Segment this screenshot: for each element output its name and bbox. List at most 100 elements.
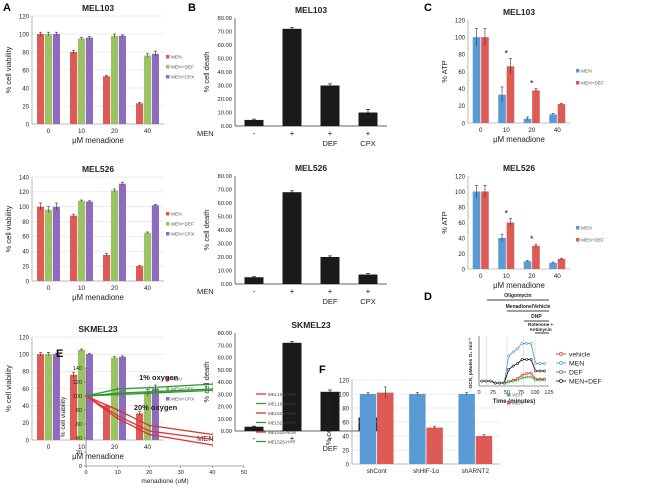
y-tick-label: 20 <box>342 448 349 454</box>
bar <box>358 112 378 126</box>
data-point <box>529 358 533 361</box>
y-tick-label: 120 <box>19 335 30 341</box>
y-tick-label: 70.00 <box>217 343 232 349</box>
y-tick-label: 80 <box>22 220 29 226</box>
y-tick-label: 60.00 <box>217 356 232 362</box>
y-tick-label: 20.00 <box>217 405 232 411</box>
y-tick-label: 60 <box>458 70 465 76</box>
bar <box>151 388 159 440</box>
y-tick-label: 60 <box>458 221 465 227</box>
x-tick-label: 10 <box>503 127 511 134</box>
bar <box>118 183 126 281</box>
bar <box>70 52 78 124</box>
x-tick-label: shHIF-1α <box>413 468 439 475</box>
chart-title: MEL103 <box>503 7 535 17</box>
bar <box>118 35 126 124</box>
bar <box>52 34 60 124</box>
y-tick-label: 80 <box>458 53 465 59</box>
data-point <box>534 378 537 382</box>
x-tick-label: 20 <box>111 285 119 292</box>
bar <box>377 392 394 464</box>
bar <box>481 191 489 269</box>
annotation: Rotenone + <box>528 322 553 327</box>
y-tick-label: 80.00 <box>217 174 232 180</box>
x-tick-label: + <box>290 287 295 296</box>
bar <box>409 394 426 464</box>
legend-swatch <box>166 222 170 226</box>
chart-title: SKMEL23 <box>78 324 117 334</box>
series-line <box>85 388 213 397</box>
legend-swatch <box>507 401 511 405</box>
bar <box>52 206 60 281</box>
data-point <box>511 379 515 383</box>
y-tick-label: 0 <box>346 462 350 468</box>
legend-swatch <box>576 81 580 85</box>
y-tick-label: 60 <box>22 68 29 74</box>
x-tick-label: 40 <box>554 127 562 134</box>
y-tick-label: 60 <box>76 422 82 428</box>
legend-swatch <box>166 377 170 381</box>
y-axis-label: % cell viability <box>4 46 13 93</box>
series-line <box>85 395 213 446</box>
bar <box>103 76 111 124</box>
x-tick-label: 20 <box>146 470 152 476</box>
treatment-label: CPX <box>360 297 375 306</box>
data-point <box>502 381 506 385</box>
bar <box>244 426 264 431</box>
bar <box>320 391 340 431</box>
row-label: MEN <box>197 287 214 296</box>
x-tick-label: 40 <box>144 285 152 292</box>
x-tick-label: shCont <box>367 468 387 475</box>
bar <box>110 190 119 281</box>
legend-swatch <box>166 232 170 236</box>
y-axis-label: % cell viability <box>60 396 67 437</box>
y-tick-label: 70.00 <box>217 30 232 36</box>
y-axis-label: % cell death <box>202 210 211 251</box>
bar <box>472 191 481 269</box>
annotation: 1% oxygen <box>139 373 179 382</box>
legend-label: MEN <box>512 401 523 407</box>
legend-label: MEN <box>569 361 584 368</box>
x-axis-label: menadione (uM) <box>141 478 188 485</box>
annotation: Menadione/Vehicle <box>506 304 551 310</box>
data-point <box>538 378 542 382</box>
legend-marker <box>559 370 563 374</box>
legend-label: MEL526-NOR <box>268 411 297 416</box>
y-tick-label: 0 <box>26 279 30 285</box>
panel-letter-e: E <box>56 348 63 360</box>
legend-swatch <box>576 69 580 73</box>
bar <box>472 37 481 123</box>
bar <box>143 55 152 124</box>
legend-label: VEH <box>512 393 522 399</box>
x-tick-label: - <box>253 287 256 296</box>
data-point <box>534 369 537 373</box>
bar <box>481 37 489 123</box>
y-tick-label: 10.00 <box>217 417 232 423</box>
x-tick-label: + <box>328 434 333 443</box>
data-point <box>507 354 511 358</box>
data-point <box>529 342 533 345</box>
data-point <box>538 369 542 373</box>
bar <box>506 222 515 269</box>
y-tick-label: 80 <box>22 370 29 376</box>
bar <box>103 255 111 281</box>
bar <box>37 354 45 440</box>
significance-marker: * <box>504 49 508 59</box>
series-line <box>85 383 213 397</box>
bar <box>498 94 506 123</box>
y-tick-label: 120 <box>455 174 466 180</box>
y-tick-label: 0.00 <box>221 282 232 288</box>
y-tick-label: 120 <box>339 378 350 384</box>
x-tick-label: + <box>290 434 295 443</box>
annotation: Antimycin <box>529 327 551 332</box>
bar <box>532 245 540 269</box>
legend-marker <box>559 352 563 356</box>
legend-marker <box>559 361 563 365</box>
legend-label: MEN+CPX <box>171 232 195 238</box>
y-tick-label: 60 <box>342 420 349 426</box>
y-tick-label: 140 <box>19 175 30 181</box>
data-point <box>543 362 546 365</box>
bar <box>136 266 144 281</box>
y-axis-label: % cell viability <box>324 398 333 445</box>
bar <box>37 206 45 281</box>
